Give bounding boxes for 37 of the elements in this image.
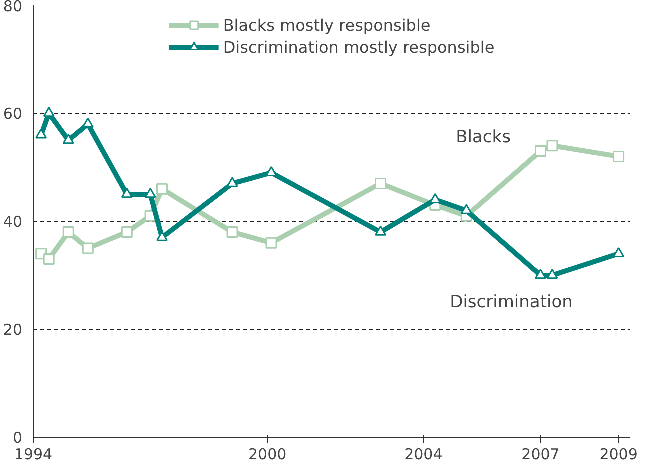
point	[226, 226, 238, 238]
legend-label: Discrimination mostly responsible	[223, 38, 495, 56]
point	[546, 140, 558, 152]
annotation: Discrimination	[450, 292, 573, 312]
point	[375, 226, 387, 236]
point	[43, 254, 55, 266]
point	[43, 106, 55, 118]
y-tick-label: 0	[12, 429, 23, 447]
point	[546, 268, 558, 280]
y-tick-label: 80	[3, 0, 23, 16]
y-tick-label: 20	[3, 321, 23, 339]
point	[156, 183, 168, 195]
point	[156, 231, 168, 242]
y-tick-label: 60	[3, 105, 23, 123]
point	[82, 118, 94, 128]
point	[144, 188, 156, 198]
point	[62, 226, 74, 238]
y-tick-label: 40	[3, 213, 23, 231]
point	[226, 177, 238, 188]
point	[613, 150, 625, 162]
x-tick-label: 1994	[14, 446, 53, 464]
point	[266, 237, 278, 249]
point	[535, 268, 547, 280]
point	[82, 242, 94, 254]
legend-label: Blacks mostly responsible	[223, 16, 431, 34]
point	[375, 178, 387, 190]
x-tick-label: 2000	[248, 446, 287, 464]
point	[460, 204, 472, 214]
point	[62, 134, 74, 144]
point	[121, 188, 133, 198]
x-tick-label: 2009	[600, 446, 638, 464]
point	[121, 226, 133, 238]
x-tick-label: 2007	[522, 446, 560, 464]
x-tick-label: 2004	[404, 446, 443, 464]
annotation: Blacks	[456, 128, 512, 148]
point	[36, 128, 48, 139]
point	[535, 146, 547, 158]
